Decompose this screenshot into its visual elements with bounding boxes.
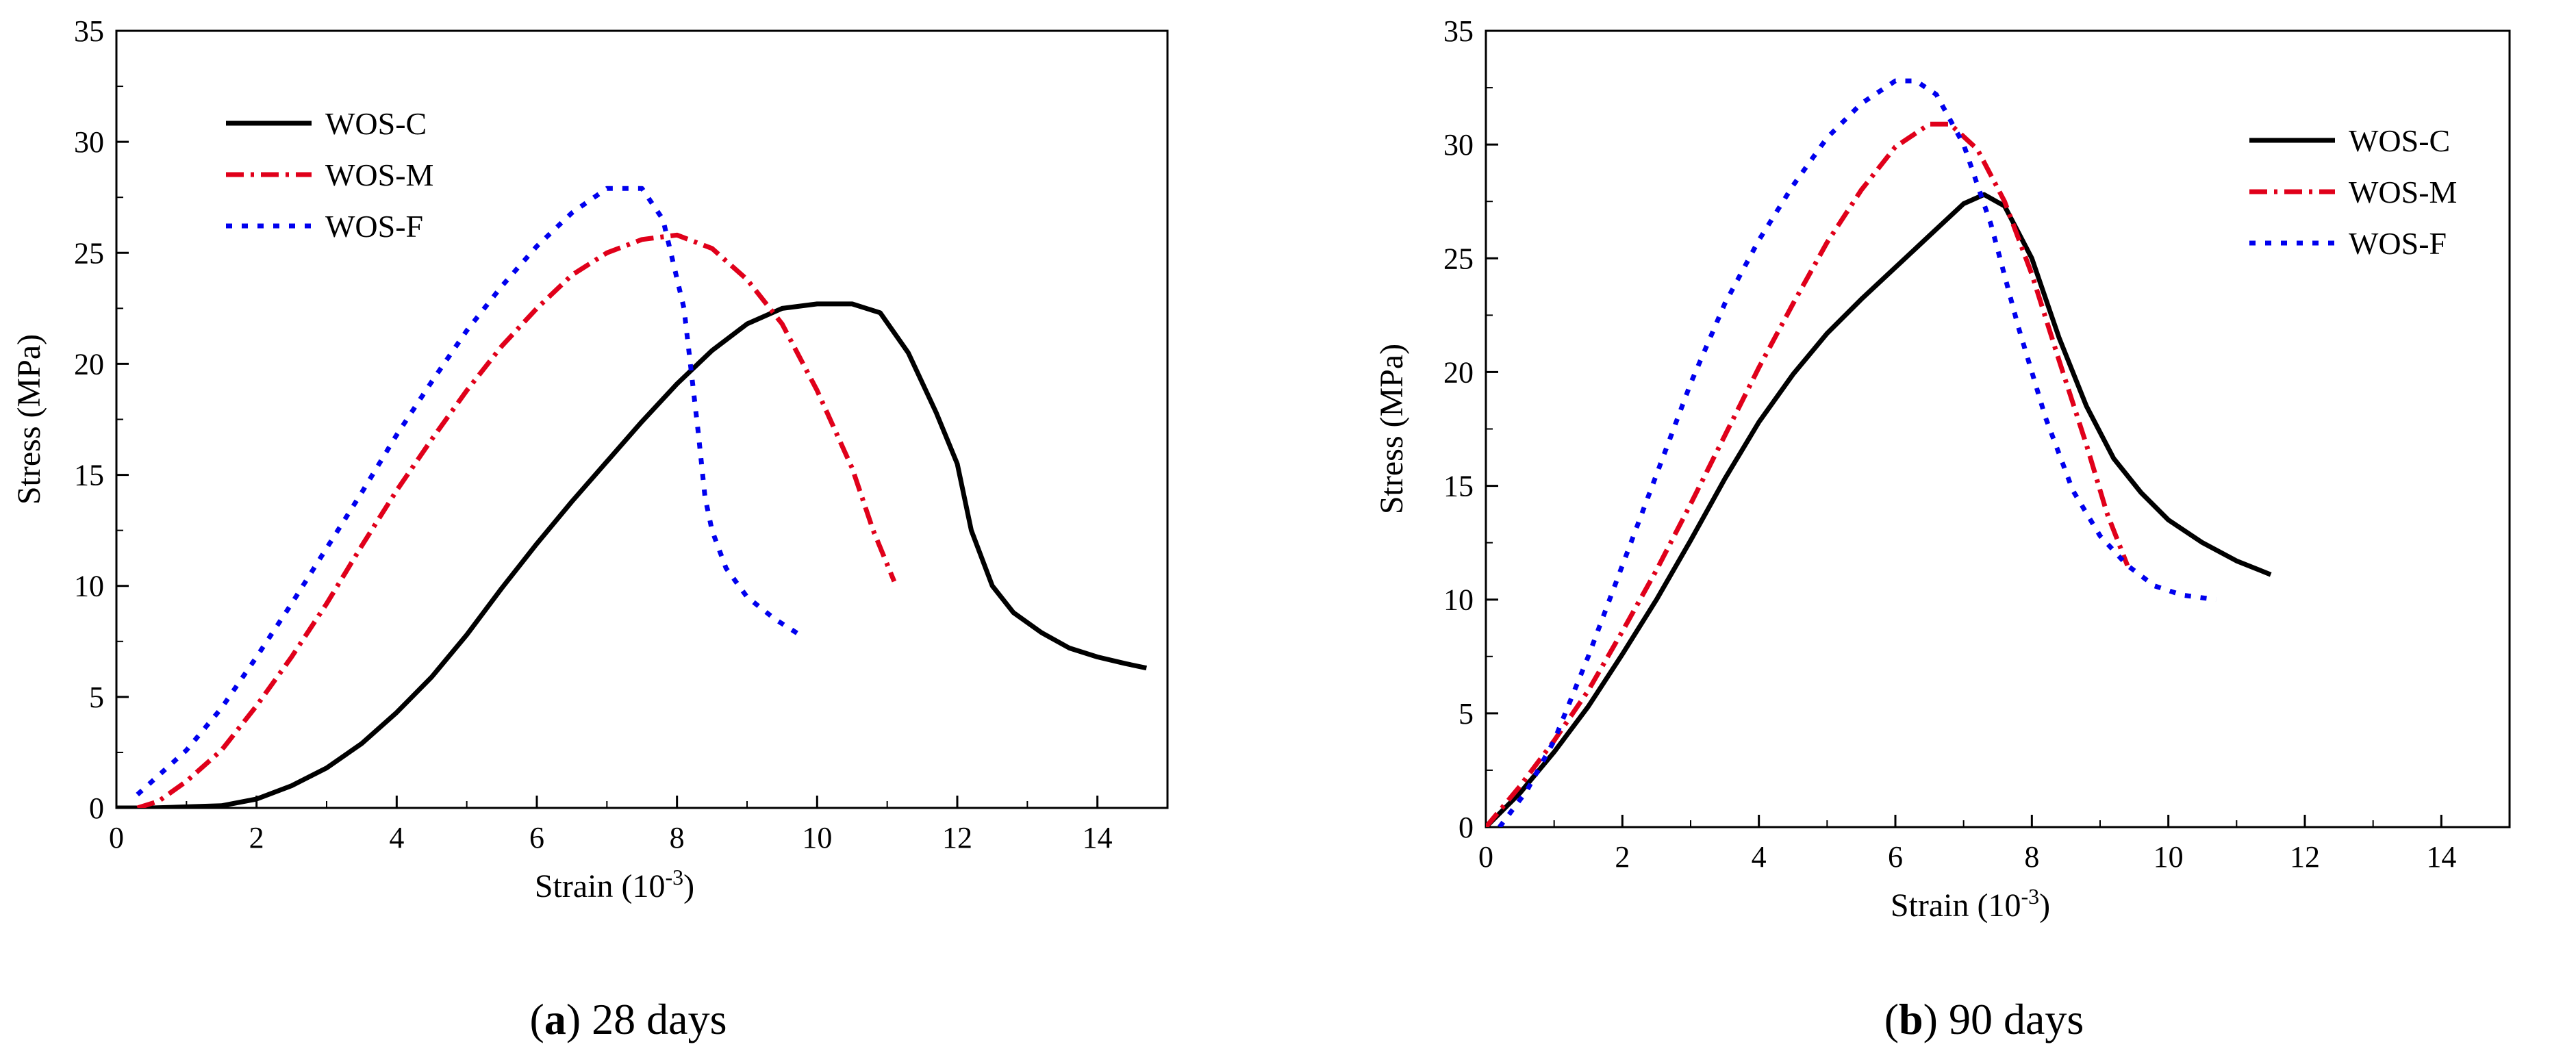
y-tick-label: 0 xyxy=(89,791,104,825)
y-tick-label: 20 xyxy=(1443,355,1474,389)
y-tick-label: 25 xyxy=(74,236,104,270)
y-tick-label: 30 xyxy=(1443,128,1474,162)
x-tick-label: 2 xyxy=(1615,840,1630,874)
x-tick-label: 14 xyxy=(1083,821,1113,854)
y-tick-label: 30 xyxy=(74,125,104,159)
series-line-wos-f xyxy=(1498,78,2217,827)
y-tick-label: 10 xyxy=(74,570,104,603)
x-tick-label: 12 xyxy=(2290,840,2320,874)
legend-label-wos-f: WOS-F xyxy=(325,209,423,244)
x-axis-title: Strain (10-3) xyxy=(1891,884,2050,924)
legend-label-wos-m: WOS-M xyxy=(325,157,433,192)
series-line-wos-f xyxy=(136,186,805,797)
y-tick-label: 15 xyxy=(1443,470,1474,503)
series-line-wos-c xyxy=(1486,192,2272,827)
chart-panel-b: 0 2 4 6 8 10 12 14 0 5 10 15 20 25 30 35 Strain (10-3) St… xyxy=(1374,14,2511,1043)
y-tick-label: 15 xyxy=(74,459,104,492)
x-tick-label: 6 xyxy=(529,821,544,854)
legend-label-wos-m: WOS-M xyxy=(2349,175,2457,210)
x-tick-label: 12 xyxy=(942,821,972,854)
x-tick-label: 10 xyxy=(802,821,832,854)
y-axis-title: Stress (MPa) xyxy=(11,334,47,505)
y-tick-label: 25 xyxy=(1443,242,1474,275)
x-tick-label: 8 xyxy=(2024,840,2039,874)
x-tick-label: 0 xyxy=(109,821,124,854)
y-tick-label: 5 xyxy=(89,681,104,714)
series-line-wos-m xyxy=(136,232,897,808)
x-tick-label: 10 xyxy=(2154,840,2184,874)
legend-label-wos-c: WOS-C xyxy=(2349,123,2450,158)
chart-caption: (a) 28 days xyxy=(530,995,727,1043)
series-line-wos-m xyxy=(1486,121,2130,827)
y-tick-label: 35 xyxy=(1443,14,1474,48)
chart-panel-a: 0 2 4 6 8 10 12 14 0 5 10 15 20 25 30 35 Strain (10-3) St… xyxy=(11,14,1169,1043)
x-tick-label: 8 xyxy=(670,821,685,854)
x-tick-label: 14 xyxy=(2426,840,2456,874)
x-tick-label: 4 xyxy=(1752,840,1767,874)
y-tick-label: 20 xyxy=(74,347,104,381)
y-tick-label: 10 xyxy=(1443,583,1474,617)
y-tick-label: 5 xyxy=(1459,697,1474,731)
legend-label-wos-f: WOS-F xyxy=(2349,226,2447,261)
y-tick-label: 35 xyxy=(74,14,104,48)
x-tick-label: 6 xyxy=(1888,840,1903,874)
x-tick-label: 0 xyxy=(1478,840,1493,874)
x-tick-label: 2 xyxy=(249,821,264,854)
chart-caption: (b) 90 days xyxy=(1884,995,2084,1043)
x-tick-label: 4 xyxy=(389,821,404,854)
y-axis-title: Stress (MPa) xyxy=(1374,344,1410,514)
legend-label-wos-c: WOS-C xyxy=(325,106,427,141)
x-axis-title: Strain (10-3) xyxy=(535,865,694,904)
series-line-wos-c xyxy=(116,301,1148,808)
y-tick-label: 0 xyxy=(1459,811,1474,844)
